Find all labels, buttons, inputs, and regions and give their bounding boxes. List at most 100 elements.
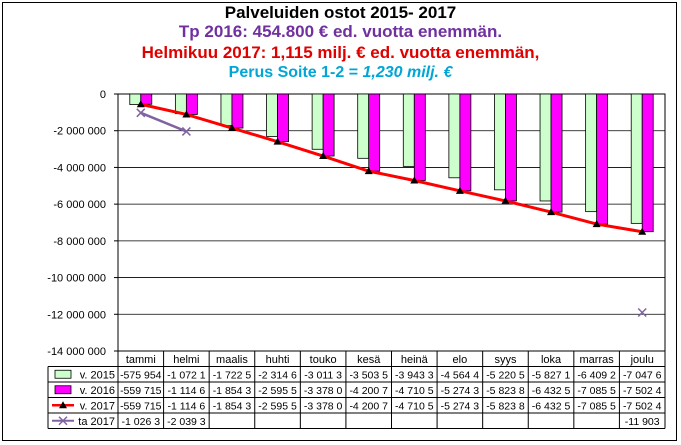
bar-v2016 <box>368 93 381 172</box>
data-table-cell: -575 954 <box>120 369 162 381</box>
bar-v2016 <box>459 93 472 192</box>
x-category-label: heinä <box>401 354 429 366</box>
marker-ta2017 <box>637 307 647 318</box>
data-table-cell: -2 595 5 <box>258 400 297 412</box>
x-category-label: tammi <box>126 354 156 366</box>
data-table-cell: -6 432 5 <box>532 385 571 397</box>
line-ta2017 <box>140 111 187 133</box>
data-table-cell: -7 085 5 <box>577 385 616 397</box>
marker-v2017 <box>227 124 236 132</box>
data-table-cell: -559 715 <box>120 385 162 397</box>
x-category-label: helmi <box>173 354 199 366</box>
legend-marker-ta2017 <box>58 416 68 426</box>
data-table-cell: -3 503 5 <box>349 369 388 381</box>
data-table-cell: -7 047 6 <box>623 369 662 381</box>
marker-stroke <box>181 126 191 136</box>
bar-v2015 <box>402 93 415 167</box>
title-line-4-value: 1,230 milj. € <box>362 64 453 81</box>
data-table-cell: -3 378 0 <box>304 385 343 397</box>
data-table-cell: -5 220 5 <box>486 369 525 381</box>
legend-key-v2016 <box>54 385 72 395</box>
x-category-label: syys <box>494 354 517 366</box>
y-tick-label: -6 000 000 <box>53 199 106 211</box>
bar-v2016 <box>505 93 517 202</box>
y-tick-label: -12 000 000 <box>47 309 106 321</box>
x-category-label: marras <box>580 354 615 366</box>
bar-v2015 <box>220 93 233 127</box>
data-table-cell: -5 274 3 <box>441 400 480 412</box>
data-table-cell: -4 710 5 <box>395 400 434 412</box>
bar-v2016 <box>596 93 609 225</box>
data-table-cell: -7 502 4 <box>623 400 662 412</box>
chart-title-line-3: Helmikuu 2017: 1,115 milj. € ed. vuotta … <box>141 43 540 62</box>
x-category-label: loka <box>541 354 562 366</box>
bar-v2015 <box>266 93 278 137</box>
legend-marker-v2017 <box>59 401 67 409</box>
data-table-cell: -3 378 0 <box>304 400 343 412</box>
y-tick-label: -2 000 000 <box>53 126 106 138</box>
legend-label-ta2017: ta 2017 <box>78 416 115 428</box>
data-table-cell: -1 722 5 <box>213 369 252 381</box>
y-tick-label: -10 000 000 <box>47 273 106 285</box>
data-table-cell: -3 943 3 <box>395 369 434 381</box>
data-table-cell: -4 564 4 <box>441 369 480 381</box>
data-table-cell: -1 026 3 <box>122 416 161 428</box>
data-table-cell: -11 903 <box>625 416 660 428</box>
data-table-cell: -4 710 5 <box>395 385 434 397</box>
marker-v2017 <box>547 208 556 216</box>
marker-v2017 <box>136 100 145 108</box>
y-tick-label: -14 000 000 <box>47 346 106 358</box>
marker-v2017 <box>364 167 373 175</box>
bar-v2016 <box>641 93 654 233</box>
data-table-cell: -5 823 8 <box>486 400 525 412</box>
marker-v2017 <box>410 176 419 184</box>
legend-label-v2015: v. 2015 <box>80 369 115 381</box>
data-table-cell: -2 039 3 <box>167 416 206 428</box>
data-table-cell: -1 072 1 <box>167 369 206 381</box>
y-tick-label: -8 000 000 <box>53 236 106 248</box>
line-v2017 <box>140 102 643 234</box>
y-tick-label: -4 000 000 <box>53 162 106 174</box>
bar-v2015 <box>448 93 461 179</box>
data-table-cell: -6 432 5 <box>532 400 571 412</box>
marker-stroke <box>136 108 146 118</box>
bar-v2015 <box>174 93 187 115</box>
bar-v2016 <box>550 93 563 213</box>
bar-v2016 <box>185 93 198 115</box>
bar-v2015 <box>129 93 142 105</box>
bar-v2015 <box>311 93 324 150</box>
legend-label-v2017: v. 2017 <box>80 400 115 412</box>
data-table-cell: -1 854 3 <box>213 385 252 397</box>
y-tick-label: 0 <box>100 89 106 101</box>
title-line-4-prefix: Perus Soite 1-2 = <box>228 64 363 81</box>
x-category-label: kesä <box>357 354 381 366</box>
legend-label-v2016: v. 2016 <box>80 385 115 397</box>
bar-v2015 <box>357 93 370 159</box>
data-table-cell: -2 595 5 <box>258 385 297 397</box>
data-table-cell: -2 314 6 <box>258 369 297 381</box>
marker-stroke <box>637 307 647 318</box>
legend-key-v2015 <box>54 369 72 379</box>
plot-area <box>117 93 666 352</box>
data-table-cell: -7 085 5 <box>577 400 616 412</box>
data-table-cell: -5 827 1 <box>532 369 571 381</box>
x-category-label: joulu <box>630 354 654 366</box>
x-category-label: maalis <box>216 354 248 366</box>
bar-v2016 <box>413 93 426 181</box>
marker-v2017 <box>455 186 464 194</box>
bar-v2016 <box>231 93 244 129</box>
chart-frame <box>2 2 677 441</box>
bar-v2015 <box>585 93 598 213</box>
data-table-cell: -7 502 4 <box>623 385 662 397</box>
marker-ta2017 <box>136 108 146 118</box>
data-table-cell: -5 823 8 <box>486 385 525 397</box>
bar-v2016 <box>277 93 289 143</box>
x-category-label: huhti <box>266 354 290 366</box>
data-table-cell: -1 114 6 <box>168 385 206 397</box>
data-table-cell: -6 409 2 <box>577 369 616 381</box>
bar-v2016 <box>140 93 153 105</box>
chart-title-line-1: Palveluiden ostot 2015- 2017 <box>224 3 457 22</box>
marker-v2017 <box>501 196 510 204</box>
data-table-cell: -559 715 <box>120 400 162 412</box>
